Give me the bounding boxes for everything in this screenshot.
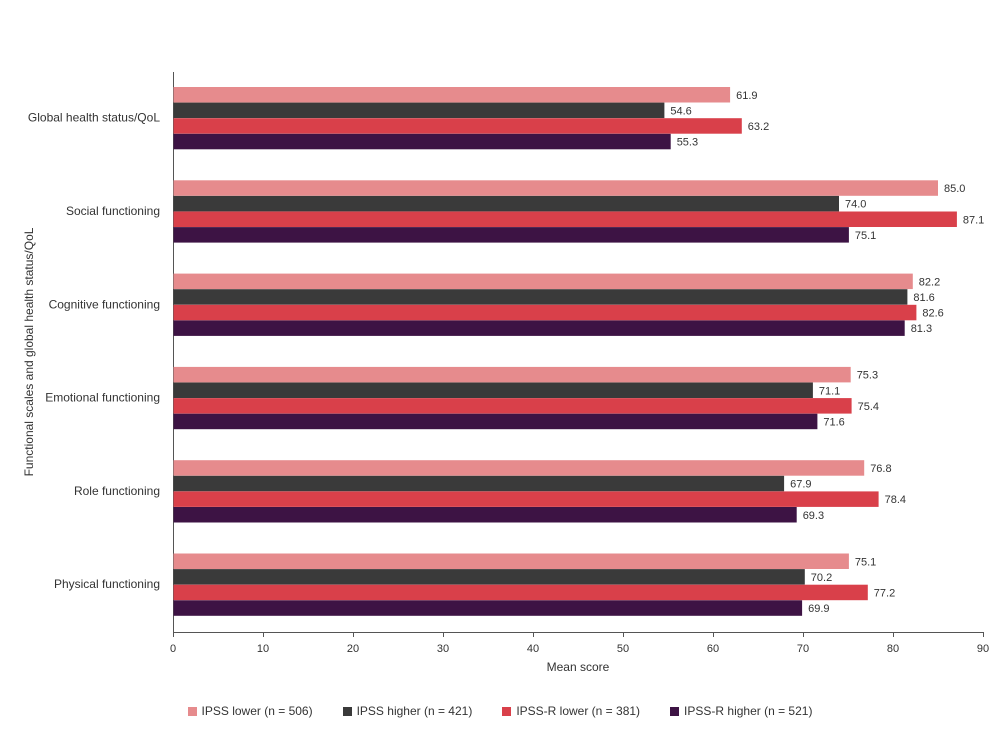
- legend-label: IPSS-R lower (n = 381): [516, 704, 641, 718]
- bar-6-4: [173, 600, 803, 616]
- value-label: 67.9: [790, 479, 811, 491]
- value-label: 77.2: [874, 587, 895, 599]
- y-axis-title: Functional scales and global health stat…: [22, 227, 36, 476]
- value-label: 75.4: [858, 401, 879, 413]
- value-label: 87.1: [963, 214, 984, 226]
- legend-swatch: [187, 706, 197, 716]
- value-label: 69.9: [808, 603, 829, 615]
- category-label: Cognitive functioning: [49, 297, 160, 311]
- x-tick-label: 30: [437, 643, 449, 655]
- value-label: 71.1: [819, 385, 840, 397]
- legend-item: IPSS higher (n = 421): [342, 704, 473, 718]
- x-tick-label: 90: [977, 643, 989, 655]
- x-tick-label: 50: [617, 643, 629, 655]
- value-label: 82.2: [919, 276, 940, 288]
- x-tick-label: 70: [797, 643, 809, 655]
- legend-label: IPSS lower (n = 506): [201, 704, 313, 718]
- value-label: 63.2: [748, 121, 769, 133]
- value-label: 74.0: [845, 199, 866, 211]
- x-tick-label: 10: [257, 643, 269, 655]
- bar-2-3: [173, 211, 957, 227]
- category-labels-layer: Global health status/QoL Social functioni…: [28, 111, 160, 592]
- legend: IPSS lower (n = 506) IPSS higher (n = 421…: [0, 704, 1000, 718]
- bar-2-4: [173, 227, 849, 243]
- bar-1-3: [173, 118, 742, 134]
- bar-6-1: [173, 553, 849, 569]
- category-label: Role functioning: [74, 484, 160, 498]
- value-label: 71.6: [823, 416, 844, 428]
- x-tick-label: 60: [707, 643, 719, 655]
- value-label: 85.0: [944, 183, 965, 195]
- value-label: 82.6: [922, 308, 943, 320]
- x-axis-title: Mean score: [547, 660, 610, 674]
- bar-1-2: [173, 102, 665, 119]
- value-label: 55.3: [677, 137, 698, 149]
- bar-6-2: [173, 569, 805, 585]
- bar-5-2: [173, 475, 785, 492]
- x-tick-label: 80: [887, 643, 899, 655]
- category-label: Emotional functioning: [45, 391, 160, 405]
- legend-item: IPSS-R higher (n = 521): [670, 704, 812, 718]
- bar-2-2: [173, 195, 839, 212]
- x-tick-label: 40: [527, 643, 539, 655]
- bar-5-3: [173, 491, 879, 507]
- x-tick-label: 0: [170, 643, 176, 655]
- value-label: 61.9: [736, 90, 757, 102]
- bar-3-4: [173, 320, 905, 336]
- value-label: 75.3: [857, 370, 878, 382]
- value-labels-layer: 61.9 54.6 63.2 55.3 85.0 74.0 87.1 75.1 82.2 81.6…: [670, 90, 984, 615]
- value-label: 70.2: [811, 572, 832, 584]
- legend-swatch: [342, 706, 352, 716]
- category-label: Physical functioning: [54, 577, 160, 591]
- legend-swatch: [670, 706, 680, 716]
- bar-3-1: [173, 273, 913, 290]
- value-label: 69.3: [803, 510, 824, 522]
- value-label: 81.6: [913, 292, 934, 304]
- legend-label: IPSS higher (n = 421): [356, 704, 473, 718]
- category-label: Social functioning: [66, 204, 160, 218]
- bar-4-3: [173, 398, 852, 414]
- category-label: Global health status/QoL: [28, 111, 160, 125]
- bar-1-1: [173, 87, 731, 103]
- bar-4-4: [173, 413, 818, 430]
- value-label: 81.3: [911, 323, 932, 335]
- bar-2-1: [173, 180, 938, 196]
- legend-item: IPSS lower (n = 506): [187, 704, 313, 718]
- bar-chart: 61.9 54.6 63.2 55.3 85.0 74.0 87.1 75.1 82.2 81.6…: [22, 72, 989, 674]
- legend-item: IPSS-R lower (n = 381): [502, 704, 640, 718]
- bar-3-3: [173, 304, 917, 321]
- bar-6-3: [173, 584, 868, 601]
- legend-swatch: [502, 706, 512, 716]
- bar-3-2: [173, 289, 908, 305]
- value-label: 78.4: [885, 494, 906, 506]
- legend-label: IPSS-R higher (n = 521): [684, 704, 813, 718]
- bar-5-4: [173, 507, 797, 523]
- bar-5-1: [173, 460, 865, 476]
- value-label: 75.1: [855, 556, 876, 568]
- bar-1-4: [173, 133, 671, 150]
- value-label: 54.6: [670, 105, 691, 117]
- bar-4-2: [173, 382, 813, 398]
- bar-4-1: [173, 366, 851, 383]
- value-label: 76.8: [870, 463, 891, 475]
- bars-layer: [173, 87, 957, 616]
- value-label: 75.1: [855, 230, 876, 242]
- x-ticks-layer: 0 10 20 30 40 50 60 70 80 90: [170, 632, 989, 655]
- x-tick-label: 20: [347, 643, 359, 655]
